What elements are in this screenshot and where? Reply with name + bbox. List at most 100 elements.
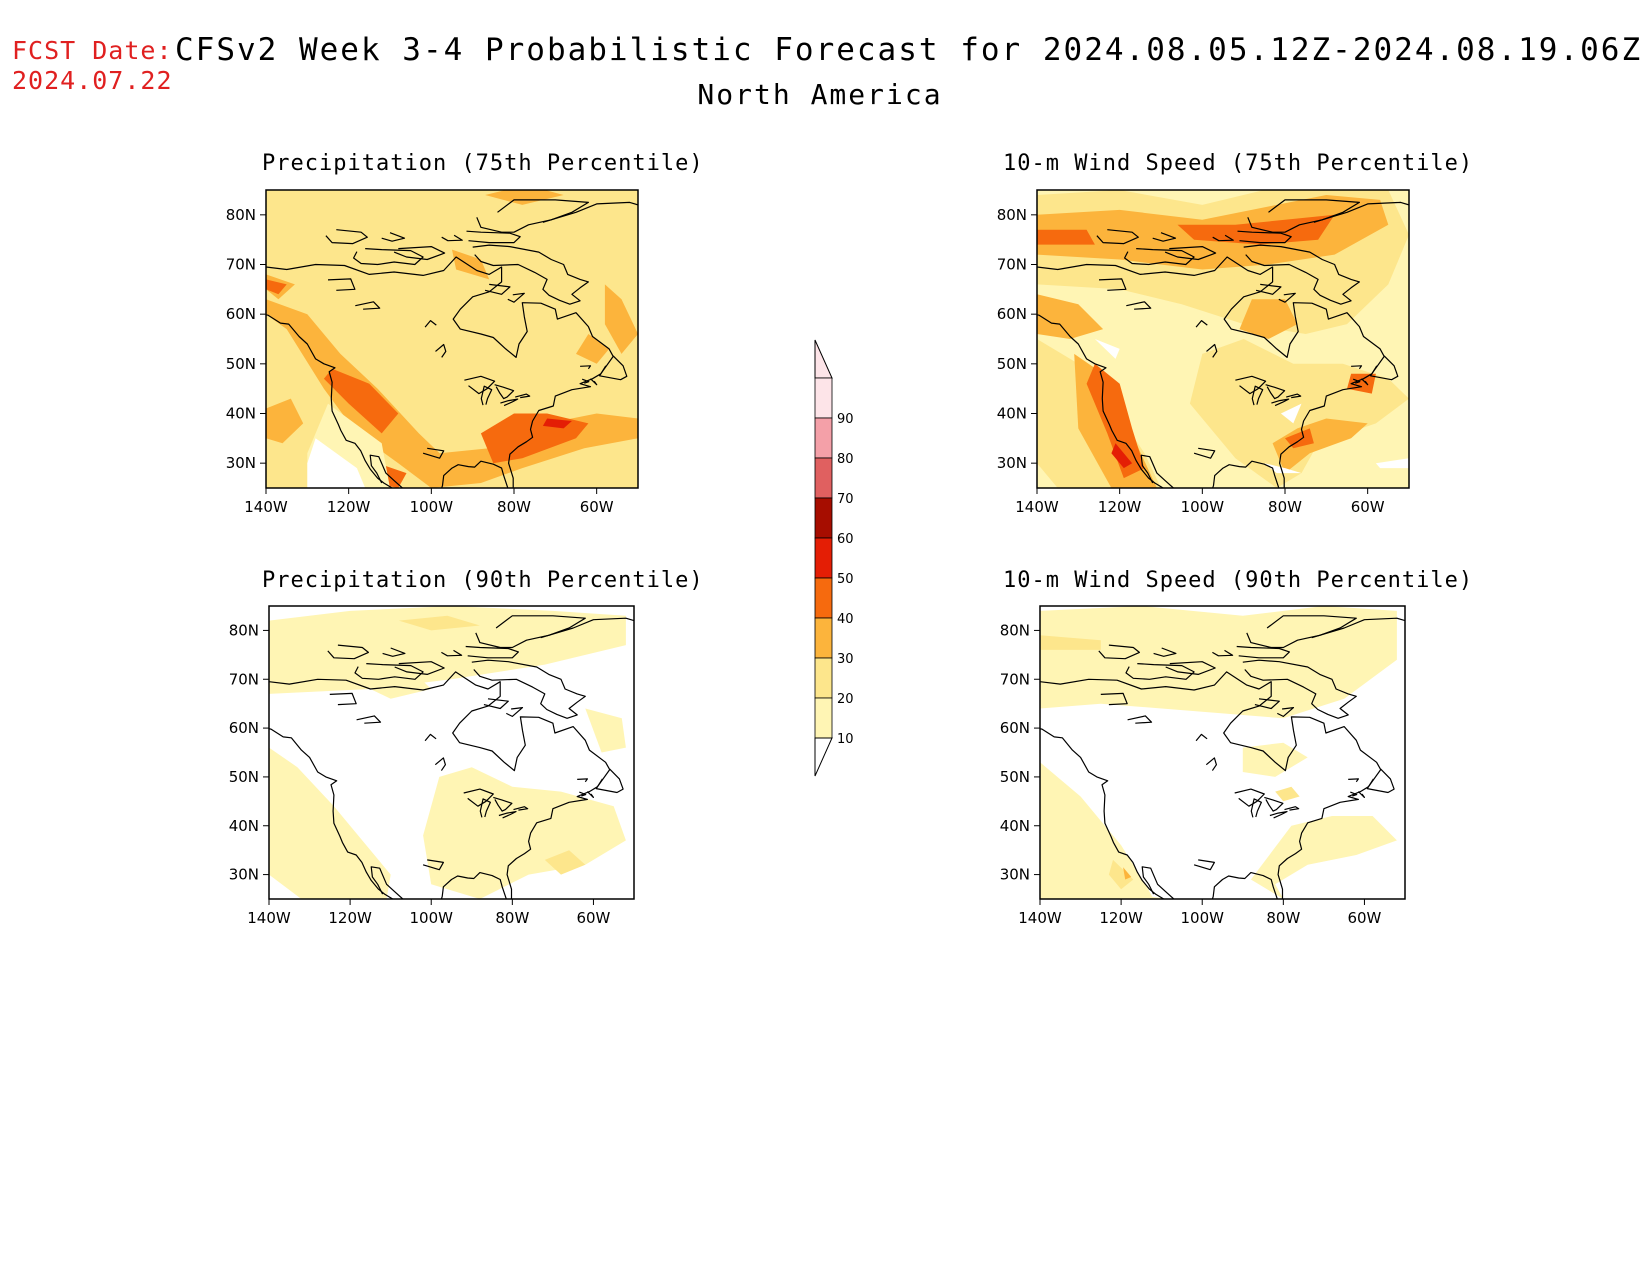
colorbar-segment-80 bbox=[814, 417, 833, 459]
lon-tick-label: 140W bbox=[1018, 909, 1062, 927]
coastline bbox=[1195, 733, 1208, 742]
lat-tick-label: 50N bbox=[1000, 768, 1030, 786]
lat-tick-label: 50N bbox=[997, 355, 1027, 373]
probability-area bbox=[269, 606, 626, 694]
coastline bbox=[1269, 811, 1288, 819]
colorbar-label: 90 bbox=[837, 412, 854, 427]
lat-tick-label: 30N bbox=[997, 454, 1027, 472]
coastline bbox=[441, 460, 509, 488]
probability-area bbox=[1108, 859, 1134, 890]
lon-tick-label: 120W bbox=[1099, 909, 1143, 927]
coastline bbox=[1206, 343, 1218, 358]
lon-tick-label: 100W bbox=[1180, 909, 1224, 927]
colorbar-label: 10 bbox=[837, 732, 854, 747]
coastline bbox=[329, 692, 357, 706]
lon-tick-label: 80W bbox=[495, 909, 529, 927]
coastline bbox=[441, 649, 463, 657]
probability-area bbox=[485, 190, 564, 205]
lon-tick-label: 120W bbox=[327, 498, 371, 516]
coastline bbox=[381, 232, 406, 242]
probability-area bbox=[1242, 742, 1308, 777]
coastline bbox=[434, 757, 446, 771]
coastline bbox=[382, 647, 406, 657]
lon-tick-label: 60W bbox=[1347, 909, 1381, 927]
coastline bbox=[1195, 320, 1208, 328]
coastline bbox=[1254, 698, 1280, 710]
lon-tick-label: 100W bbox=[410, 498, 454, 516]
coastline bbox=[498, 811, 517, 819]
coastline bbox=[471, 659, 586, 719]
coastline bbox=[1250, 798, 1262, 818]
coastline bbox=[1350, 791, 1358, 797]
lon-tick-label: 80W bbox=[1268, 498, 1302, 516]
coastline bbox=[424, 320, 437, 328]
probability-area bbox=[1080, 874, 1170, 899]
coastline bbox=[463, 788, 494, 807]
lat-tick-label: 60N bbox=[1000, 719, 1030, 737]
lon-tick-label: 60W bbox=[576, 909, 610, 927]
coastline bbox=[269, 728, 394, 899]
coastline bbox=[327, 644, 370, 660]
lat-tick-label: 30N bbox=[229, 866, 259, 884]
coastline bbox=[355, 301, 381, 310]
coastline bbox=[579, 791, 587, 797]
colorbar-segment-70 bbox=[814, 457, 833, 499]
coastline bbox=[1366, 768, 1395, 794]
coastline bbox=[1164, 245, 1217, 261]
map-panel-precip75: 140W 120W 100W 80W 60W 80N 70N 60N 50N 40N 30N bbox=[226, 185, 639, 516]
colorbar-segment-30 bbox=[814, 617, 833, 659]
coastline bbox=[590, 378, 598, 386]
coastline bbox=[500, 398, 519, 407]
coastline bbox=[1352, 378, 1361, 384]
lat-tick-label: 70N bbox=[229, 670, 259, 688]
lat-tick-label: 60N bbox=[229, 719, 259, 737]
coastline bbox=[369, 454, 403, 488]
probability-area bbox=[1040, 635, 1101, 650]
coastline bbox=[1211, 872, 1278, 899]
coastline bbox=[1277, 706, 1295, 718]
map-panel-wind90: 140W 120W 100W 80W 60W 80N 70N 60N 50N 40N 30N bbox=[1000, 601, 1406, 927]
coastline bbox=[431, 185, 638, 189]
coastline bbox=[1202, 185, 1409, 189]
lon-tick-label: 80W bbox=[497, 498, 531, 516]
coastline bbox=[422, 859, 444, 871]
panel-title-wind75: 10-m Wind Speed (75th Percentile) bbox=[1003, 151, 1474, 176]
probability-area bbox=[350, 669, 432, 699]
lat-tick-label: 50N bbox=[229, 768, 259, 786]
probability-area bbox=[1272, 418, 1368, 474]
coastline bbox=[1140, 454, 1174, 488]
map-frame bbox=[1036, 189, 1410, 489]
map-frame bbox=[1039, 605, 1406, 900]
coastline bbox=[1193, 859, 1215, 871]
coastline bbox=[1202, 601, 1405, 605]
forecast-date-label: FCST Date: bbox=[12, 36, 173, 65]
coastline bbox=[1125, 663, 1195, 680]
probability-area bbox=[1285, 428, 1314, 449]
coastline bbox=[513, 806, 529, 811]
probability-area bbox=[585, 708, 626, 753]
coastline bbox=[1126, 301, 1152, 310]
coastline bbox=[464, 375, 496, 395]
coastline bbox=[1141, 866, 1175, 899]
probability-area bbox=[1040, 606, 1397, 719]
coastline bbox=[1212, 460, 1280, 488]
coastline bbox=[1251, 385, 1264, 406]
coastline bbox=[1212, 234, 1234, 242]
lat-tick-label: 70N bbox=[1000, 670, 1030, 688]
probability-area bbox=[1239, 299, 1298, 339]
coastline bbox=[269, 671, 611, 899]
coastline bbox=[506, 706, 524, 718]
coastline bbox=[1236, 645, 1290, 659]
lon-tick-label: 60W bbox=[1351, 498, 1385, 516]
colorbar-label: 80 bbox=[837, 452, 854, 467]
lat-tick-label: 50N bbox=[226, 355, 256, 373]
lon-tick-label: 100W bbox=[1181, 498, 1225, 516]
coastline bbox=[465, 645, 519, 659]
coastline bbox=[266, 256, 614, 488]
panel-title-wind90: 10-m Wind Speed (90th Percentile) bbox=[1003, 568, 1474, 593]
coastline bbox=[1040, 728, 1165, 899]
lon-tick-label: 140W bbox=[244, 498, 288, 516]
panel-title-precip90: Precipitation (90th Percentile) bbox=[262, 568, 704, 593]
lat-tick-label: 40N bbox=[229, 817, 259, 835]
coastline bbox=[1286, 393, 1302, 399]
